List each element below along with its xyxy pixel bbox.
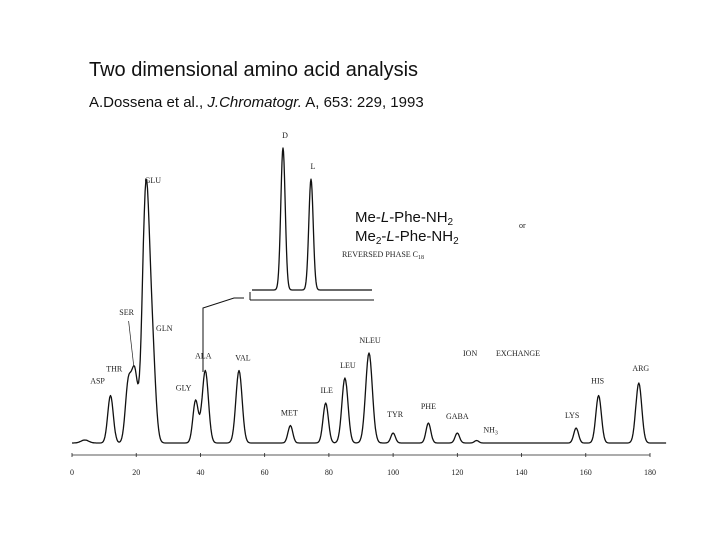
inset-peak-label-l: L: [311, 162, 316, 171]
ser-label-leader: [128, 320, 134, 366]
peak-label-met: MET: [281, 409, 298, 418]
inset-chromatogram-trace: [251, 147, 373, 291]
peak-label-glu: GLU: [145, 176, 162, 185]
main-annotations: ION EXCHANGE: [463, 349, 540, 358]
peak-label-val: VAL: [235, 354, 251, 363]
slide-title: Two dimensional amino acid analysis: [89, 59, 419, 81]
peak-label-phe: PHE: [421, 402, 436, 411]
reagent-line-2: Me2-L-Phe-NH2: [355, 228, 459, 247]
main-chromatogram-trace: [72, 178, 667, 444]
x-tick-label: 80: [325, 468, 333, 477]
inset-frame: [249, 292, 374, 301]
peak-label-thr: THR: [106, 365, 123, 374]
citation-journal: J.Chromatogr.: [207, 94, 302, 111]
x-tick-label: 180: [644, 468, 656, 477]
x-tick-label: 160: [580, 468, 592, 477]
peak-label-tyr: TYR: [387, 410, 404, 419]
inset-peak-label-d: D: [282, 131, 288, 140]
x-tick-label: 60: [261, 468, 269, 477]
main-x-axis: 0 20 40 60 80 100 120 140 160 180: [70, 453, 656, 477]
x-tick-label: 100: [387, 468, 399, 477]
phase-label: REVERSED PHASE C18: [342, 250, 424, 261]
peak-label-leu: LEU: [340, 361, 356, 370]
peak-label-lys: LYS: [565, 411, 579, 420]
peak-label-gln: GLN: [156, 324, 173, 333]
annotation-exchange: EXCHANGE: [496, 349, 540, 358]
x-tick-label: 140: [516, 468, 528, 477]
peak-label-gly: GLY: [176, 384, 192, 393]
x-tick-label: 20: [132, 468, 140, 477]
reagent-line-1: Me-L-Phe-NH2: [355, 209, 454, 228]
x-tick-label: 40: [196, 468, 204, 477]
inset-peak-labels: DL: [282, 131, 315, 171]
citation: A.Dossena et al., J.Chromatogr. A, 653: …: [89, 94, 424, 111]
peak-label-his: HIS: [591, 377, 604, 386]
peak-label-asp: ASP: [90, 377, 105, 386]
peak-label-arg: ARG: [632, 364, 649, 373]
peak-label-gaba: GABA: [446, 412, 469, 421]
peak-label-ser: SER: [119, 308, 134, 317]
peak-label-nleu: NLEU: [359, 336, 381, 345]
citation-authors: A.Dossena et al.,: [89, 94, 208, 111]
peak-label-nh3: NH3: [483, 426, 498, 437]
citation-details: A, 653: 229, 1993: [301, 94, 424, 111]
reagent-or: or: [519, 221, 526, 230]
x-tick-label: 0: [70, 468, 74, 477]
annotation-ion: ION: [463, 349, 477, 358]
ala-to-inset-leader: [202, 297, 244, 372]
peak-label-ile: ILE: [320, 386, 333, 395]
x-tick-label: 120: [451, 468, 463, 477]
